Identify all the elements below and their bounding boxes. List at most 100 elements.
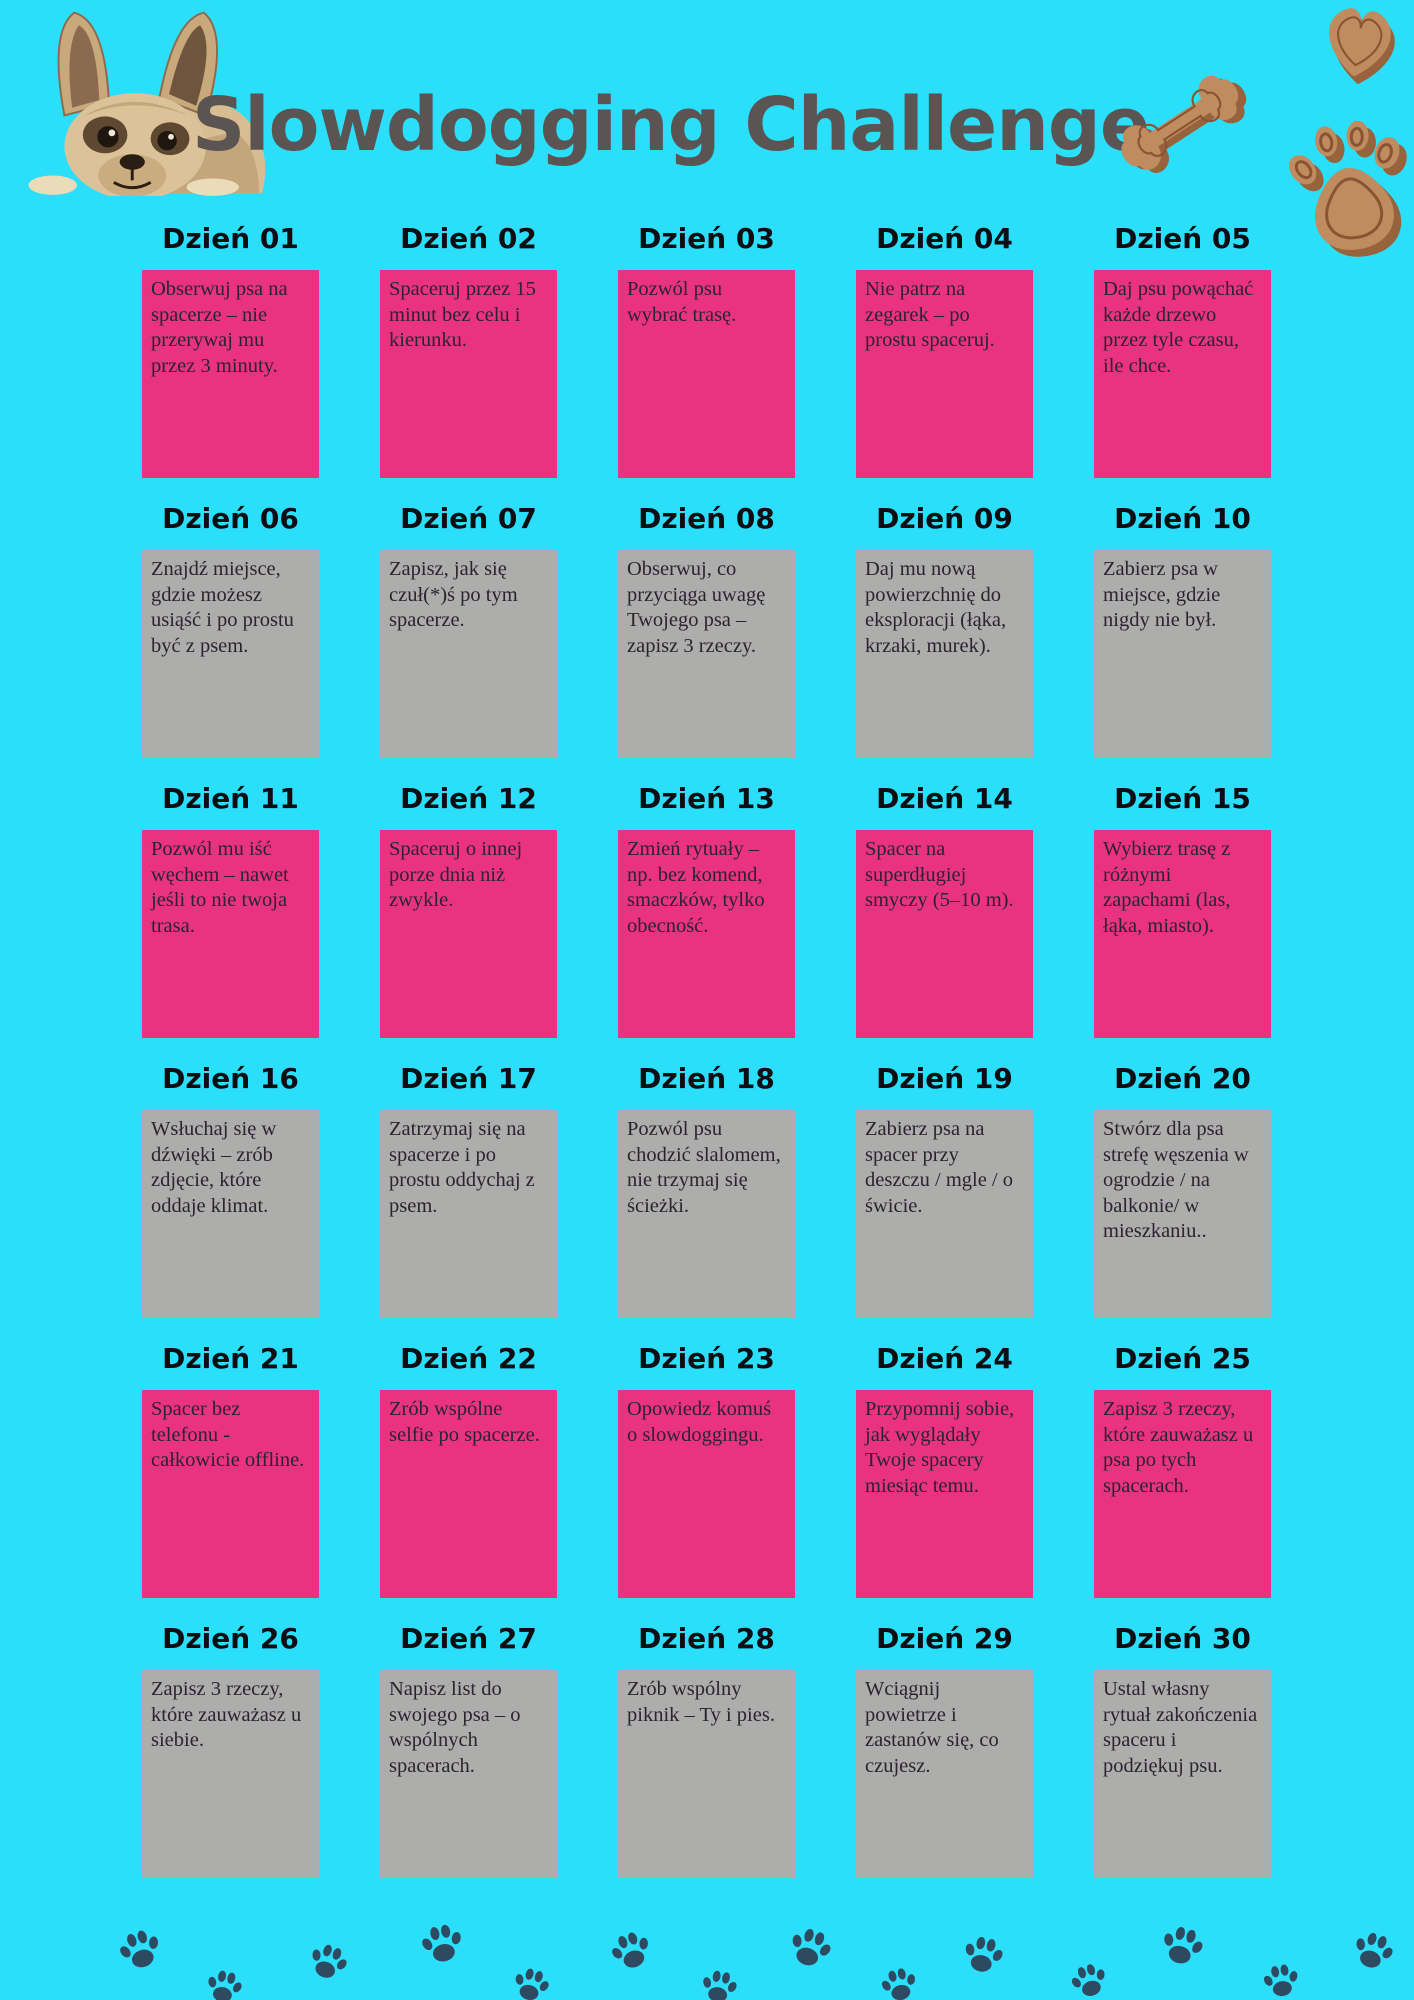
day-card: Pozwól psu chodzić slalomem, nie trzymaj… [618, 1110, 795, 1318]
day-cell: Dzień 08 Obserwuj, co przyciąga uwagę Two… [618, 502, 795, 758]
day-label: Dzień 04 [876, 222, 1013, 255]
day-cell: Dzień 28 Zrób wspólny piknik – Ty i pies. [618, 1622, 795, 1878]
day-cell: Dzień 17 Zatrzymaj się na spacerze i po p… [380, 1062, 557, 1318]
day-cell: Dzień 27 Napisz list do swojego psa – o w… [380, 1622, 557, 1878]
paw-print-icon [1155, 1919, 1209, 1973]
day-label: Dzień 07 [400, 502, 537, 535]
day-cell: Dzień 25 Zapisz 3 rzeczy, które zauważasz… [1094, 1342, 1271, 1598]
paw-print-icon [201, 1964, 246, 2000]
day-cell: Dzień 15 Wybierz trasę z różnymi zapacham… [1094, 782, 1271, 1038]
day-label: Dzień 12 [400, 782, 537, 815]
day-label: Dzień 27 [400, 1622, 537, 1655]
page-title: Slowdogging Challenge [192, 82, 1150, 168]
dog-treat-cookies [1121, 8, 1407, 257]
day-card: Ustal własny rytuał zakończenia spaceru … [1094, 1670, 1271, 1878]
day-cell: Dzień 22 Zrób wspólne selfie po spacerze. [380, 1342, 557, 1598]
day-card: Znajdź miejsce, gdzie możesz usiąść i po… [142, 550, 319, 758]
day-label: Dzień 17 [400, 1062, 537, 1095]
day-card: Zapisz 3 rzeczy, które zauważasz u siebi… [142, 1670, 319, 1878]
paw-print-icon [782, 1920, 837, 1975]
day-label: Dzień 19 [876, 1062, 1013, 1095]
day-card: Pozwól psu wybrać trasę. [618, 270, 795, 478]
day-cell: Dzień 20 Stwórz dla psa strefę węszenia w… [1094, 1062, 1271, 1318]
day-cell: Dzień 19 Zabierz psa na spacer przy deszc… [856, 1062, 1033, 1318]
paw-print-icon [1065, 1957, 1113, 2000]
day-label: Dzień 06 [162, 502, 299, 535]
day-card: Zabierz psa w miejsce, gdzie nigdy nie b… [1094, 550, 1271, 758]
paw-print-icon [958, 1930, 1008, 1980]
day-card: Zrób wspólne selfie po spacerze. [380, 1390, 557, 1598]
paw-print-icon [302, 1936, 353, 1987]
day-cell: Dzień 16 Wsłuchaj się w dźwięki – zrób zd… [142, 1062, 319, 1318]
day-cell: Dzień 09 Daj mu nową powierzchnię do eksp… [856, 502, 1033, 758]
day-card: Wsłuchaj się w dźwięki – zrób zdjęcie, k… [142, 1110, 319, 1318]
paw-print-icon [604, 1924, 658, 1978]
day-label: Dzień 18 [638, 1062, 775, 1095]
day-label: Dzień 01 [162, 222, 299, 255]
day-label: Dzień 24 [876, 1342, 1013, 1375]
day-cell: Dzień 13 Zmień rytuały – np. bez komend, … [618, 782, 795, 1038]
day-cell: Dzień 01 Obserwuj psa na spacerze – nie p… [142, 222, 319, 478]
day-cell: Dzień 11 Pozwól mu iść węchem – nawet jeś… [142, 782, 319, 1038]
day-card: Obserwuj psa na spacerze – nie przerywaj… [142, 270, 319, 478]
paw-print-icon [1347, 1925, 1400, 1978]
day-label: Dzień 22 [400, 1342, 537, 1375]
day-label: Dzień 29 [876, 1622, 1013, 1655]
paw-print-icon [508, 1962, 555, 2000]
day-card: Zabierz psa na spacer przy deszczu / mgl… [856, 1110, 1033, 1318]
day-cell: Dzień 06 Znajdź miejsce, gdzie możesz usi… [142, 502, 319, 758]
day-label: Dzień 16 [162, 1062, 299, 1095]
day-card: Stwórz dla psa strefę węszenia w ogrodzi… [1094, 1110, 1271, 1318]
day-label: Dzień 11 [162, 782, 299, 815]
paw-print-icon [697, 1965, 741, 2000]
day-cell: Dzień 29 Wciągnij powietrze i zastanów si… [856, 1622, 1033, 1878]
day-label: Dzień 20 [1114, 1062, 1251, 1095]
day-cell: Dzień 07 Zapisz, jak się czuł(*)ś po tym … [380, 502, 557, 758]
day-cell: Dzień 05 Daj psu powąchać każde drzewo pr… [1094, 222, 1271, 478]
day-card: Spacer bez telefonu - całkowicie offline… [142, 1390, 319, 1598]
day-card: Spaceruj przez 15 minut bez celu i kieru… [380, 270, 557, 478]
bone-cookie-icon [1121, 75, 1247, 173]
french-bulldog-illustration [28, 11, 266, 196]
day-cell: Dzień 14 Spacer na superdługiej smyczy (5… [856, 782, 1033, 1038]
paw-print-icon [1259, 1959, 1303, 2000]
paw-print-icon [112, 1922, 167, 1977]
day-cell: Dzień 18 Pozwól psu chodzić slalomem, nie… [618, 1062, 795, 1318]
paw-print-icon [416, 1918, 468, 1970]
day-cell: Dzień 12 Spaceruj o innej porze dnia niż … [380, 782, 557, 1038]
day-label: Dzień 03 [638, 222, 775, 255]
day-cell: Dzień 03 Pozwól psu wybrać trasę. [618, 222, 795, 478]
day-cell: Dzień 02 Spaceruj przez 15 minut bez celu… [380, 222, 557, 478]
day-card: Spaceruj o innej porze dnia niż zwykle. [380, 830, 557, 1038]
day-label: Dzień 30 [1114, 1622, 1251, 1655]
day-cell: Dzień 21 Spacer bez telefonu - całkowicie… [142, 1342, 319, 1598]
day-card: Zapisz 3 rzeczy, które zauważasz u psa p… [1094, 1390, 1271, 1598]
heart-cookie-icon [1329, 8, 1395, 85]
day-cell: Dzień 23 Opowiedz komuś o slowdoggingu. [618, 1342, 795, 1598]
paw-cookie-icon [1289, 120, 1407, 257]
day-card: Spacer na superdługiej smyczy (5–10 m). [856, 830, 1033, 1038]
day-cell: Dzień 26 Zapisz 3 rzeczy, które zauważasz… [142, 1622, 319, 1878]
day-card: Daj mu nową powierzchnię do eksploracji … [856, 550, 1033, 758]
day-card: Opowiedz komuś o slowdoggingu. [618, 1390, 795, 1598]
day-card: Obserwuj, co przyciąga uwagę Twojego psa… [618, 550, 795, 758]
day-card: Zatrzymaj się na spacerze i po prostu od… [380, 1110, 557, 1318]
paw-print-icon [876, 1962, 922, 2000]
day-cell: Dzień 24 Przypomnij sobie, jak wyglądały … [856, 1342, 1033, 1598]
day-card: Napisz list do swojego psa – o wspólnych… [380, 1670, 557, 1878]
day-cell: Dzień 10 Zabierz psa w miejsce, gdzie nig… [1094, 502, 1271, 758]
day-card: Zapisz, jak się czuł(*)ś po tym spacerze… [380, 550, 557, 758]
day-label: Dzień 26 [162, 1622, 299, 1655]
day-card: Zmień rytuały – np. bez komend, smaczków… [618, 830, 795, 1038]
day-cell: Dzień 04 Nie patrz na zegarek – po prostu… [856, 222, 1033, 478]
day-label: Dzień 02 [400, 222, 537, 255]
day-label: Dzień 23 [638, 1342, 775, 1375]
day-card: Wybierz trasę z różnymi zapachami (las, … [1094, 830, 1271, 1038]
day-card: Daj psu powąchać każde drzewo przez tyle… [1094, 270, 1271, 478]
day-label: Dzień 13 [638, 782, 775, 815]
day-label: Dzień 05 [1114, 222, 1251, 255]
day-label: Dzień 15 [1114, 782, 1251, 815]
day-card: Zrób wspólny piknik – Ty i pies. [618, 1670, 795, 1878]
day-label: Dzień 14 [876, 782, 1013, 815]
day-cell: Dzień 30 Ustal własny rytuał zakończenia … [1094, 1622, 1271, 1878]
